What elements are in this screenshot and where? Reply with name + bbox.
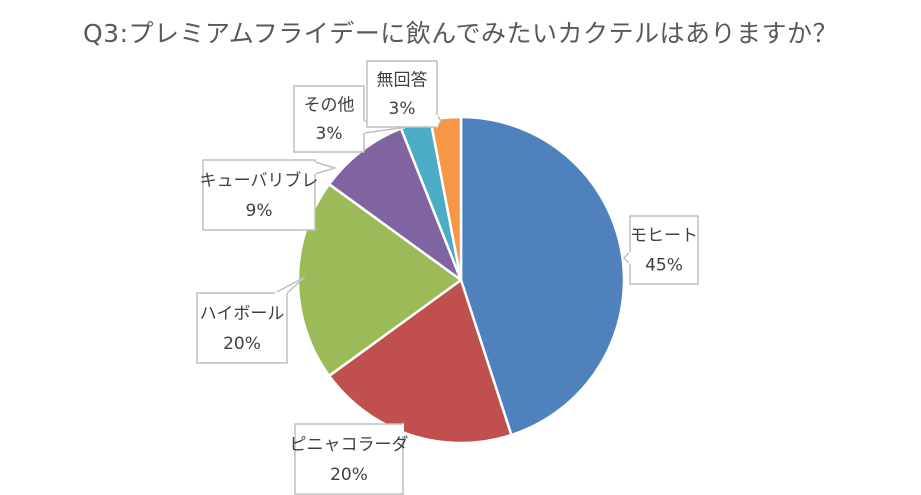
chart-title: Q3:プレミアムフライデーに飲んでみたいカクテルはありますか？ (82, 19, 838, 48)
data-label-category: モヒート (630, 226, 698, 246)
label-box (202, 159, 316, 231)
data-label-value: 20% (330, 465, 368, 485)
label-box (196, 292, 288, 364)
label-box (293, 85, 365, 153)
data-label-category: その他 (304, 95, 355, 115)
data-label-value: 9% (246, 201, 273, 221)
data-label-no-answer: 無回答 3% (366, 60, 442, 130)
data-label-cuba-libre: キューバリブレ 9% (200, 159, 338, 231)
data-label-highball: ハイボール 20% (196, 276, 306, 364)
data-label-value: 3% (316, 124, 343, 144)
label-box (629, 215, 699, 285)
data-label-value: 3% (389, 99, 416, 119)
data-label-pina-colada: ピニャコラーダ 20% (290, 421, 409, 495)
data-label-category: キューバリブレ (200, 170, 319, 191)
data-label-category: 無回答 (377, 70, 428, 90)
data-label-value: 45% (645, 255, 683, 275)
data-label-mojito: モヒート 45% (622, 215, 699, 285)
pie-slice-mojito (459, 115, 626, 437)
label-box (366, 60, 438, 128)
data-label-category: ピニャコラーダ (290, 435, 409, 455)
pie-slice-pina-colada (327, 278, 513, 445)
label-box (294, 423, 404, 495)
data-label-category: ハイボール (200, 304, 285, 324)
data-label-value: 20% (223, 334, 261, 354)
